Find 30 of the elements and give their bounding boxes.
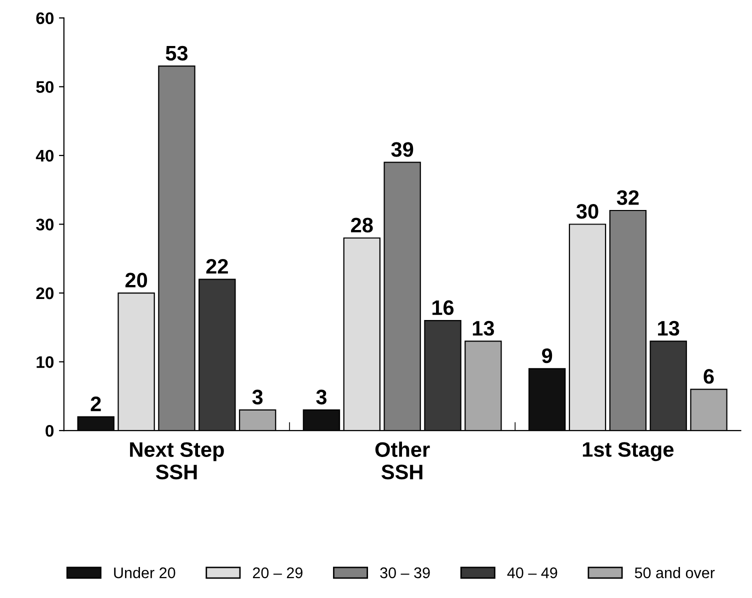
data-label: 13 bbox=[472, 320, 494, 336]
y-tick-label: 30 bbox=[36, 218, 54, 230]
y-tick-label: 0 bbox=[46, 424, 54, 437]
x-tick-label: 1st Stage bbox=[582, 442, 674, 462]
data-label: 53 bbox=[166, 46, 188, 61]
data-label: 32 bbox=[616, 190, 639, 206]
legend-label: 20 – 29 bbox=[252, 567, 302, 578]
y-tick-label: 50 bbox=[36, 81, 54, 93]
data-label: 20 bbox=[125, 272, 148, 288]
legend-label: Under 20 bbox=[114, 567, 176, 578]
data-label: 6 bbox=[704, 369, 714, 384]
data-label: 3 bbox=[252, 390, 263, 404]
data-label: 22 bbox=[206, 259, 228, 274]
data-label: 30 bbox=[576, 204, 598, 219]
y-tick-label: 40 bbox=[36, 150, 54, 162]
data-label: 28 bbox=[351, 218, 373, 232]
data-label: 9 bbox=[542, 348, 552, 364]
legend-label: 40 – 49 bbox=[507, 567, 558, 578]
legend-label: 30 – 39 bbox=[380, 567, 430, 578]
legend-label: 50 and over bbox=[634, 567, 715, 578]
data-label: 3 bbox=[316, 390, 327, 404]
y-tick-label: 20 bbox=[36, 287, 54, 300]
x-tick-label: Next Step SSH bbox=[130, 442, 224, 480]
y-tick-label: 10 bbox=[36, 356, 54, 368]
data-label: 13 bbox=[658, 320, 680, 336]
data-label: 2 bbox=[90, 396, 101, 412]
data-label: 39 bbox=[391, 142, 414, 157]
x-tick-label: Other SSH bbox=[375, 442, 430, 480]
data-label: 16 bbox=[432, 300, 454, 316]
y-tick-label: 60 bbox=[36, 12, 54, 24]
